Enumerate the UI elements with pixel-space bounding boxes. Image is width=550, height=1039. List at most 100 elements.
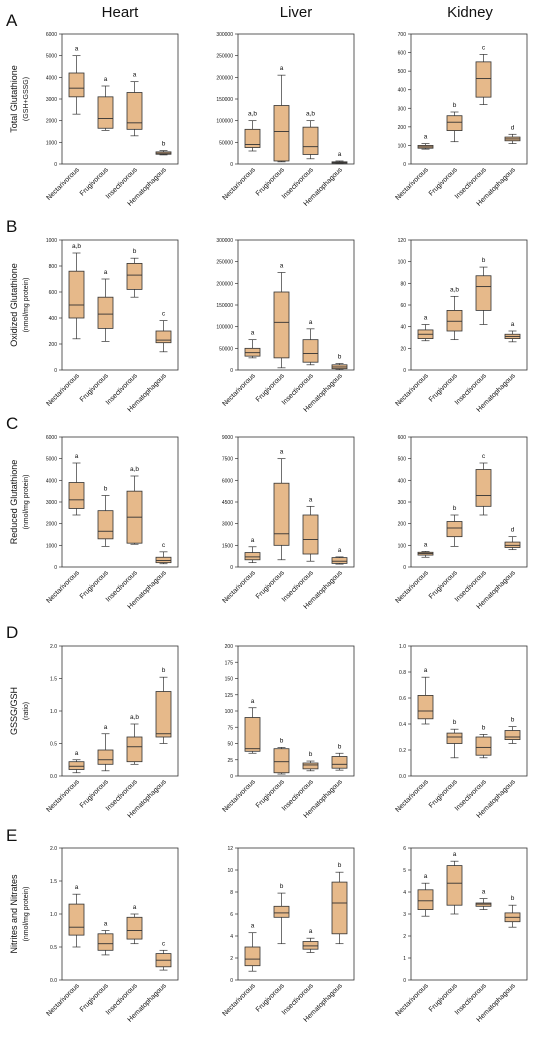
box-a-liver: [273, 105, 290, 162]
y-tick-label-d-kidney: 0.6: [399, 696, 406, 702]
box-b-kidney: [446, 310, 463, 332]
y-tick-label-d-heart: 2.0: [50, 644, 57, 650]
significance-letter-d-heart: a,b: [130, 714, 139, 721]
panel-letter-c: C: [6, 414, 18, 433]
significance-letter-e-kidney: a: [482, 889, 486, 896]
y-tick-label-b-heart: 0: [54, 368, 57, 374]
y-tick-label-a-liver: 150000: [216, 97, 233, 103]
category-label-a-kidney: Frugivorous: [428, 166, 459, 197]
y-tick-label-b-liver: 300000: [216, 238, 233, 244]
y-tick-label-a-kidney: 0: [403, 162, 406, 168]
y-tick-label-c-liver: 4500: [222, 500, 233, 506]
y-axis-label-line-1: Total Glutathione: [9, 65, 19, 133]
column-title-1: Liver: [280, 4, 313, 21]
category-label-e-kidney: Nectarivorous: [394, 982, 430, 1018]
significance-letter-c-kidney: d: [511, 527, 515, 534]
y-tick-label-e-kidney: 3: [403, 912, 406, 918]
category-label-b-heart: Nectarivorous: [45, 372, 81, 408]
category-label-a-heart: Frugivorous: [79, 166, 110, 197]
significance-letter-c-liver: a: [251, 537, 255, 544]
box-b-liver: [273, 291, 290, 359]
y-tick-label-e-liver: 2: [230, 956, 233, 962]
category-label-a-liver: Frugivorous: [255, 166, 286, 197]
y-axis-label-e-heart: Nitrites and Nitrates (nmol/mg protein): [9, 874, 30, 954]
y-tick-label-b-kidney: 0: [403, 368, 406, 374]
y-tick-label-e-liver: 8: [230, 890, 233, 896]
box-c-kidney: [504, 541, 521, 548]
y-tick-label-d-heart: 0.5: [50, 742, 57, 748]
y-tick-label-c-liver: 0: [230, 565, 233, 571]
y-axis-label-line-2: (nmol/mg protein): [23, 887, 30, 942]
significance-letter-a-liver: a: [280, 65, 284, 72]
category-label-d-heart: Nectarivorous: [45, 778, 81, 814]
y-tick-label-e-kidney: 1: [403, 956, 406, 962]
significance-letter-a-kidney: d: [511, 124, 515, 131]
significance-letter-c-heart: c: [162, 542, 166, 549]
y-tick-label-c-kidney: 0: [403, 565, 406, 571]
y-tick-label-a-liver: 100000: [216, 119, 233, 125]
box-c-kidney: [446, 521, 463, 538]
box-d-heart: [68, 761, 85, 770]
plot-frame-a-kidney: [410, 33, 528, 165]
panel-letter-e: E: [6, 826, 17, 845]
box-b-heart: [97, 296, 114, 329]
significance-letter-e-kidney: a: [424, 873, 428, 880]
y-tick-label-c-heart: 2000: [46, 522, 57, 528]
y-axis-label-line-1: Reduced Glutathione: [9, 460, 19, 545]
y-tick-label-a-liver: 250000: [216, 54, 233, 60]
box-a-heart: [97, 96, 114, 129]
significance-letter-d-kidney: b: [453, 719, 457, 726]
y-tick-label-d-kidney: 0.2: [399, 748, 406, 754]
y-tick-label-d-kidney: 1.0: [399, 644, 406, 650]
significance-letter-d-kidney: b: [511, 717, 515, 724]
significance-letter-c-liver: a: [338, 547, 342, 554]
significance-letter-a-heart: a: [75, 46, 79, 53]
y-tick-label-e-kidney: 6: [403, 846, 406, 852]
y-tick-label-b-heart: 200: [49, 342, 58, 348]
category-label-b-kidney: Frugivorous: [428, 372, 459, 403]
significance-letter-d-kidney: b: [482, 724, 486, 731]
y-tick-label-e-kidney: 2: [403, 934, 406, 940]
panel-letter-a: A: [6, 11, 18, 30]
significance-letter-e-heart: a: [133, 904, 137, 911]
significance-letter-e-liver: a: [251, 923, 255, 930]
panel-letter-b: B: [6, 217, 17, 236]
significance-letter-a-liver: a,b: [248, 111, 257, 118]
category-label-e-heart: Nectarivorous: [45, 982, 81, 1018]
y-tick-label-d-heart: 1.5: [50, 677, 57, 683]
y-tick-label-b-liver: 50000: [219, 346, 233, 352]
y-tick-label-c-kidney: 400: [398, 478, 407, 484]
box-b-heart: [68, 270, 85, 319]
significance-letter-b-heart: c: [162, 311, 166, 318]
significance-letter-b-kidney: a,b: [450, 286, 459, 293]
y-tick-label-d-kidney: 0.8: [399, 670, 406, 676]
box-a-liver: [244, 128, 261, 148]
box-e-liver: [331, 881, 348, 935]
significance-letter-d-liver: a: [251, 698, 255, 705]
significance-letter-c-heart: a: [75, 453, 79, 460]
box-e-heart: [68, 903, 85, 936]
plot-frame-d-kidney: [410, 645, 528, 777]
box-c-liver: [244, 552, 261, 561]
plot-frame-a-heart: [61, 33, 179, 165]
y-tick-label-e-kidney: 0: [403, 978, 406, 984]
box-a-kidney: [446, 115, 463, 131]
significance-letter-c-heart: b: [104, 486, 108, 493]
significance-letter-d-liver: b: [280, 737, 284, 744]
y-tick-label-a-heart: 3000: [46, 97, 57, 103]
box-a-liver: [302, 126, 319, 155]
y-tick-label-c-kidney: 300: [398, 500, 407, 506]
significance-letter-d-heart: a: [104, 724, 108, 731]
box-d-liver: [273, 748, 290, 774]
y-tick-label-b-kidney: 80: [400, 281, 406, 287]
category-label-c-liver: Frugivorous: [255, 569, 286, 600]
y-axis-label-line-2: (nmol/mg protein): [23, 475, 30, 530]
y-tick-label-c-heart: 3000: [46, 500, 57, 506]
y-tick-label-e-heart: 1.0: [50, 912, 57, 918]
category-label-b-heart: Frugivorous: [79, 372, 110, 403]
significance-letter-c-kidney: c: [482, 453, 486, 460]
box-d-kidney: [417, 695, 434, 720]
y-tick-label-a-heart: 1000: [46, 140, 57, 146]
y-tick-label-a-kidney: 600: [398, 51, 407, 57]
y-tick-label-d-kidney: 0.4: [399, 722, 406, 728]
